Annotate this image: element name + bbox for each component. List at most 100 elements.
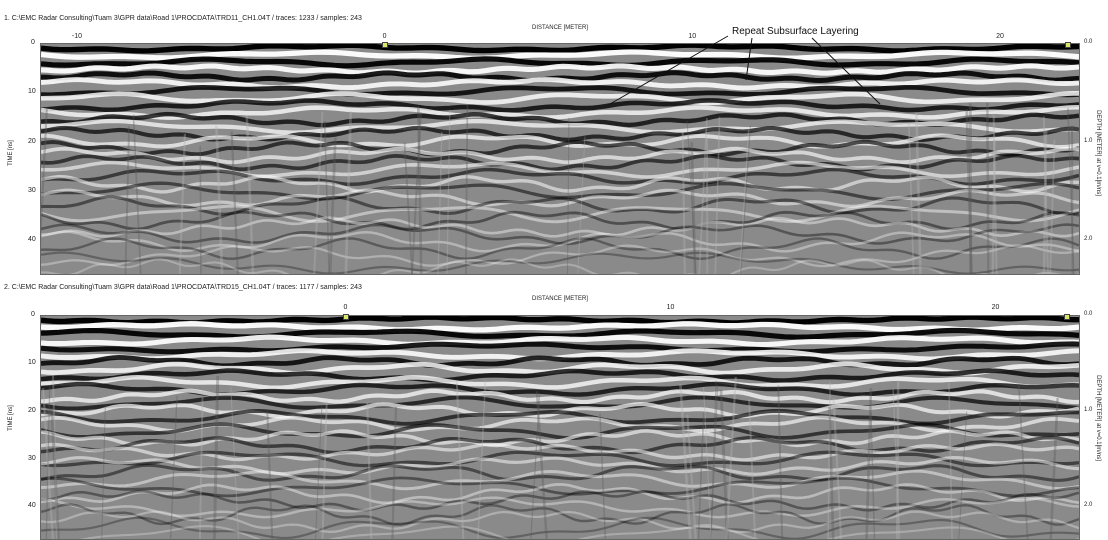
texture-streak xyxy=(686,414,697,539)
y-tick-label: 30 xyxy=(28,454,36,462)
texture-streak xyxy=(698,118,708,274)
panel-2-header: 2. C:\EMC Radar Consulting\Tuam 3\GPR da… xyxy=(4,284,362,291)
reflector-band xyxy=(41,210,1079,231)
texture-streak xyxy=(725,376,737,539)
y-tick-label: 20 xyxy=(28,137,36,145)
depth-tick-label: 2.0 xyxy=(1084,236,1093,243)
texture-streak xyxy=(1042,130,1048,274)
texture-streak xyxy=(321,401,328,539)
texture-streak xyxy=(948,383,953,539)
texture-streak xyxy=(1067,108,1075,274)
x-tick-label: 20 xyxy=(996,33,1004,40)
texture-streak xyxy=(464,104,469,274)
x-tick-label: 0 xyxy=(382,33,387,40)
depth-tick-label: 1.0 xyxy=(1084,406,1093,413)
reflector-band xyxy=(41,204,1079,224)
texture-streak xyxy=(690,142,697,274)
reflector-band xyxy=(41,230,1079,253)
texture-streak xyxy=(42,388,54,539)
texture-streak xyxy=(915,113,922,274)
texture-streak xyxy=(832,398,843,539)
texture-streak xyxy=(212,375,220,539)
depth-tick-label: 0.0 xyxy=(1084,311,1093,317)
texture-streak xyxy=(124,126,131,274)
y-tick-label: 10 xyxy=(28,88,36,96)
reflector-band xyxy=(41,321,1079,333)
texture-streak xyxy=(740,125,751,274)
radargram-panel-1: 1. C:\EMC Radar Consulting\Tuam 3\GPR da… xyxy=(4,15,1101,275)
reflector-band xyxy=(41,167,1079,187)
reflector-band xyxy=(41,316,1079,326)
texture-streak xyxy=(739,129,750,274)
texture-streak xyxy=(1049,397,1059,539)
panel-1-header: 1. C:\EMC Radar Consulting\Tuam 3\GPR da… xyxy=(4,15,362,22)
texture-streak xyxy=(41,107,48,249)
reflector-band xyxy=(41,503,1079,526)
reflector-band xyxy=(41,368,1079,383)
texture-streak xyxy=(45,385,51,539)
texture-streak xyxy=(679,384,692,539)
reflector-band xyxy=(41,442,1079,462)
reflector-band xyxy=(41,98,1079,113)
reflector-band xyxy=(41,375,1079,391)
reflector-band xyxy=(41,84,1079,98)
texture-streak xyxy=(366,402,373,539)
reflector-band xyxy=(79,525,1079,539)
reflector-band xyxy=(41,489,1079,512)
texture-streak xyxy=(313,111,324,274)
texture-streak xyxy=(719,389,729,539)
texture-streak xyxy=(710,380,717,539)
panel-1-time-axis-label: TIME [ns] xyxy=(7,140,14,166)
reflector-band xyxy=(41,496,1079,519)
texture-streak xyxy=(710,384,719,539)
texture-streak xyxy=(702,386,712,539)
texture-streak xyxy=(865,388,873,539)
reflector-band xyxy=(41,516,1079,539)
texture-streak xyxy=(1049,139,1056,274)
x-tick-label: 0 xyxy=(343,304,348,311)
x-tick-label: 10 xyxy=(688,33,697,40)
texture-streak xyxy=(870,412,876,539)
reflector-band xyxy=(41,56,1079,69)
panel-1-distance-label: DISTANCE [METER] xyxy=(532,25,588,31)
reflector-band xyxy=(41,91,1079,106)
texture-streak xyxy=(178,133,187,274)
reflector-band xyxy=(41,469,1079,491)
texture-streak xyxy=(777,385,784,539)
trace-marker xyxy=(342,314,349,320)
reflector-band xyxy=(41,428,1079,448)
texture-streak xyxy=(1042,116,1050,274)
reflector-band xyxy=(41,44,1079,54)
reflector-band xyxy=(41,334,1079,348)
y-tick-label: 0 xyxy=(31,39,35,46)
texture-streak xyxy=(410,112,422,274)
panel-1-depth-axis-label: DEPTH [METER] at v=0.1[m/ns] xyxy=(1094,110,1101,196)
texture-streak xyxy=(245,115,255,274)
trace-marker xyxy=(381,42,388,48)
texture-streak xyxy=(455,381,465,539)
texture-streak xyxy=(895,380,900,539)
depth-tick-label: 2.0 xyxy=(1084,502,1093,509)
reflector-band xyxy=(41,510,1079,534)
reflector-band xyxy=(41,422,1079,440)
panel-2-radargram-image xyxy=(40,315,1080,540)
reflector-band xyxy=(41,354,1079,369)
texture-streak xyxy=(344,111,353,274)
reflector-band xyxy=(41,476,1079,498)
texture-streak xyxy=(416,106,423,274)
reflector-band xyxy=(41,395,1079,411)
reflector-band xyxy=(41,388,1079,405)
reflector-band xyxy=(41,111,1079,128)
reflector-band xyxy=(41,49,1079,61)
texture-streak xyxy=(986,103,990,274)
reflector-band xyxy=(41,251,1079,274)
texture-streak xyxy=(199,146,202,274)
reflector-band xyxy=(41,327,1079,340)
panel-2-depth-axis-label: DEPTH [METER] at v=0.1[m/ns] xyxy=(1094,375,1101,461)
panel-2-time-axis-label: TIME [ns] xyxy=(7,405,14,431)
texture-streak xyxy=(477,380,487,539)
y-tick-label: 0 xyxy=(31,311,35,318)
reflector-band xyxy=(41,139,1079,157)
trace-marker xyxy=(1064,314,1070,320)
reflector-band xyxy=(41,77,1079,91)
